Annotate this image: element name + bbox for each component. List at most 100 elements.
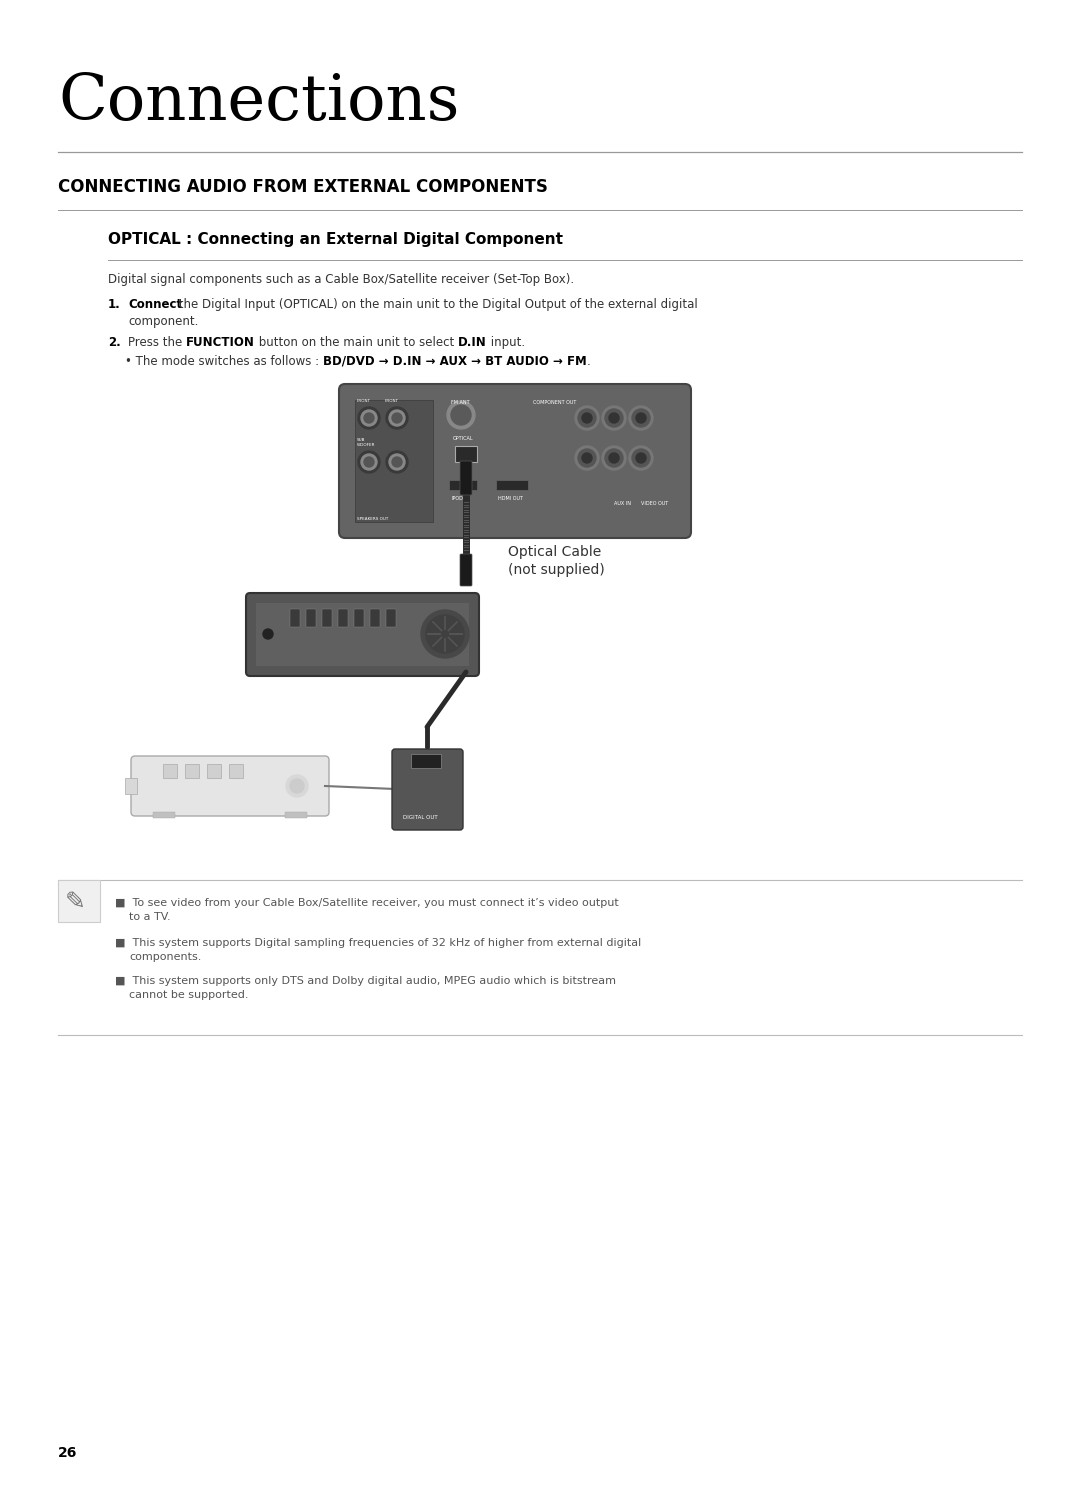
Text: ■  This system supports Digital sampling frequencies of 32 kHz of higher from ex: ■ This system supports Digital sampling … <box>114 938 642 947</box>
Text: D.IN: D.IN <box>458 336 487 349</box>
Text: CONNECTING AUDIO FROM EXTERNAL COMPONENTS: CONNECTING AUDIO FROM EXTERNAL COMPONENT… <box>58 178 548 195</box>
Text: ✎: ✎ <box>65 891 86 915</box>
Circle shape <box>357 407 380 430</box>
Text: COMPONENT OUT: COMPONENT OUT <box>534 400 577 404</box>
Bar <box>125 777 137 794</box>
Bar <box>207 764 221 777</box>
Text: components.: components. <box>129 952 201 962</box>
FancyBboxPatch shape <box>460 554 472 586</box>
Circle shape <box>364 457 374 467</box>
Circle shape <box>609 454 619 463</box>
Circle shape <box>602 406 626 430</box>
Bar <box>285 812 307 818</box>
Circle shape <box>602 446 626 470</box>
Text: 26: 26 <box>58 1446 78 1461</box>
Text: .: . <box>586 355 591 369</box>
Text: component.: component. <box>129 315 199 328</box>
Bar <box>58 880 100 922</box>
Text: ■  This system supports only DTS and Dolby digital audio, MPEG audio which is bi: ■ This system supports only DTS and Dolb… <box>114 976 616 986</box>
Bar <box>370 609 380 627</box>
FancyBboxPatch shape <box>460 461 472 495</box>
Text: OPTICAL: OPTICAL <box>453 436 474 442</box>
Text: HDMI OUT: HDMI OUT <box>498 495 523 501</box>
Text: ■  To see video from your Cable Box/Satellite receiver, you must connect it’s vi: ■ To see video from your Cable Box/Satel… <box>114 898 619 909</box>
FancyBboxPatch shape <box>131 756 329 816</box>
Circle shape <box>357 451 380 473</box>
Text: Press the: Press the <box>129 336 186 349</box>
Circle shape <box>609 413 619 424</box>
Circle shape <box>636 454 646 463</box>
Circle shape <box>386 451 408 473</box>
Text: Connect: Connect <box>129 298 183 310</box>
Bar <box>229 764 243 777</box>
Circle shape <box>361 410 377 427</box>
Text: FRONT: FRONT <box>357 398 372 403</box>
Bar <box>322 609 332 627</box>
Bar <box>411 753 441 768</box>
Bar <box>291 609 300 627</box>
Bar <box>306 609 316 627</box>
Circle shape <box>389 454 405 470</box>
Text: SUB
WOOFER: SUB WOOFER <box>357 439 376 448</box>
Text: DIGITAL OUT: DIGITAL OUT <box>403 815 437 821</box>
Text: VIDEO OUT: VIDEO OUT <box>642 501 669 506</box>
Circle shape <box>636 413 646 424</box>
Circle shape <box>426 615 464 653</box>
Circle shape <box>392 413 402 424</box>
Circle shape <box>632 409 650 427</box>
Bar <box>355 400 433 522</box>
Circle shape <box>389 410 405 427</box>
Bar <box>449 480 477 489</box>
Text: FUNCTION: FUNCTION <box>186 336 255 349</box>
Bar <box>153 812 175 818</box>
Circle shape <box>451 404 471 425</box>
Text: (not supplied): (not supplied) <box>508 562 605 577</box>
Text: • The mode switches as follows :: • The mode switches as follows : <box>125 355 323 369</box>
Text: the Digital Input (OPTICAL) on the main unit to the Digital Output of the extern: the Digital Input (OPTICAL) on the main … <box>175 298 698 310</box>
Circle shape <box>386 407 408 430</box>
Text: FM ANT: FM ANT <box>451 400 470 404</box>
Circle shape <box>291 779 303 794</box>
Bar <box>256 603 469 665</box>
Bar <box>496 480 528 489</box>
Text: Connections: Connections <box>58 72 459 133</box>
Text: OPTICAL : Connecting an External Digital Component: OPTICAL : Connecting an External Digital… <box>108 231 563 248</box>
Bar <box>185 764 199 777</box>
Circle shape <box>632 449 650 467</box>
Text: AUX IN: AUX IN <box>615 501 631 506</box>
Bar <box>386 609 396 627</box>
Circle shape <box>629 406 653 430</box>
Circle shape <box>605 409 623 427</box>
Circle shape <box>582 454 592 463</box>
Circle shape <box>361 454 377 470</box>
FancyBboxPatch shape <box>392 749 463 830</box>
Circle shape <box>605 449 623 467</box>
Text: SPEAKERS OUT: SPEAKERS OUT <box>357 518 389 521</box>
Text: Digital signal components such as a Cable Box/Satellite receiver (Set-Top Box).: Digital signal components such as a Cabl… <box>108 273 575 286</box>
Text: IPOD: IPOD <box>451 495 463 501</box>
Text: FRONT: FRONT <box>384 398 399 403</box>
Text: 1.: 1. <box>108 298 121 310</box>
Circle shape <box>575 406 599 430</box>
Circle shape <box>364 413 374 424</box>
Circle shape <box>421 610 469 658</box>
Text: 2.: 2. <box>108 336 121 349</box>
Circle shape <box>575 446 599 470</box>
FancyBboxPatch shape <box>246 592 480 676</box>
Text: to a TV.: to a TV. <box>129 912 171 922</box>
Circle shape <box>264 630 273 639</box>
Bar <box>338 609 348 627</box>
Circle shape <box>629 446 653 470</box>
Circle shape <box>392 457 402 467</box>
Bar <box>163 764 177 777</box>
Circle shape <box>582 413 592 424</box>
Text: button on the main unit to select: button on the main unit to select <box>255 336 458 349</box>
Circle shape <box>578 409 596 427</box>
FancyBboxPatch shape <box>339 383 691 539</box>
Text: Optical Cable: Optical Cable <box>508 545 602 560</box>
Circle shape <box>447 401 475 430</box>
Bar <box>354 609 364 627</box>
Text: cannot be supported.: cannot be supported. <box>129 991 248 1000</box>
Circle shape <box>578 449 596 467</box>
Text: input.: input. <box>487 336 525 349</box>
